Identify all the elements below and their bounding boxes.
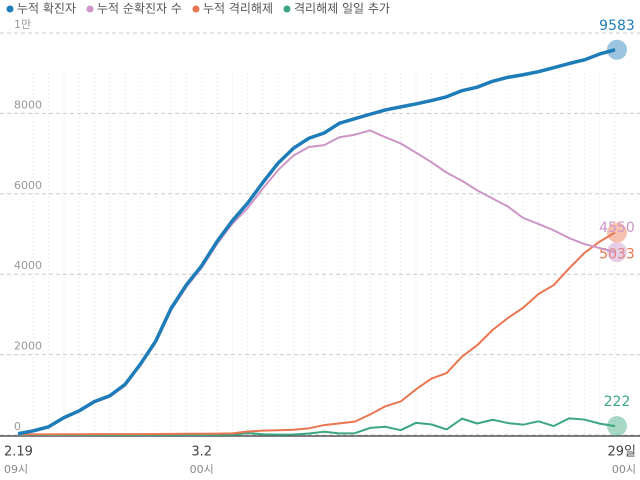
value-label: 9583	[599, 18, 635, 34]
x-tick-sublabel: 09시	[4, 463, 28, 476]
x-tick-sublabel: 00시	[190, 463, 214, 476]
x-tick-label: 2.19	[4, 445, 33, 460]
y-tick-label: 0	[14, 420, 21, 433]
legend-label: 누적 격리해제	[203, 2, 273, 16]
series-line	[17, 48, 616, 436]
y-tick-label: 6000	[14, 179, 42, 192]
legend-label: 누적 순확진자 수	[97, 2, 182, 16]
y-tick-label: 8000	[14, 98, 42, 111]
value-label: 222	[604, 394, 631, 410]
legend-marker	[86, 5, 94, 13]
series-line	[17, 231, 616, 436]
legend-label: 누적 확진자	[17, 2, 76, 16]
legend-marker	[192, 5, 200, 13]
legend-marker	[283, 5, 291, 13]
legend-label: 격리해제 일일 추가	[294, 2, 390, 16]
value-label: 4550	[599, 220, 635, 236]
legend-marker	[6, 5, 14, 13]
end-marker	[607, 416, 627, 437]
series-line	[17, 129, 616, 436]
end-marker	[607, 39, 627, 60]
x-tick-sublabel: 00시	[612, 463, 636, 476]
y-tick-label: 1만	[14, 18, 31, 31]
y-tick-label: 2000	[14, 340, 42, 353]
y-tick-label: 4000	[14, 259, 42, 272]
end-marker	[607, 222, 627, 243]
end-marker	[607, 242, 627, 263]
x-tick-label: 29일	[607, 445, 636, 460]
x-tick-label: 3.2	[191, 445, 212, 460]
